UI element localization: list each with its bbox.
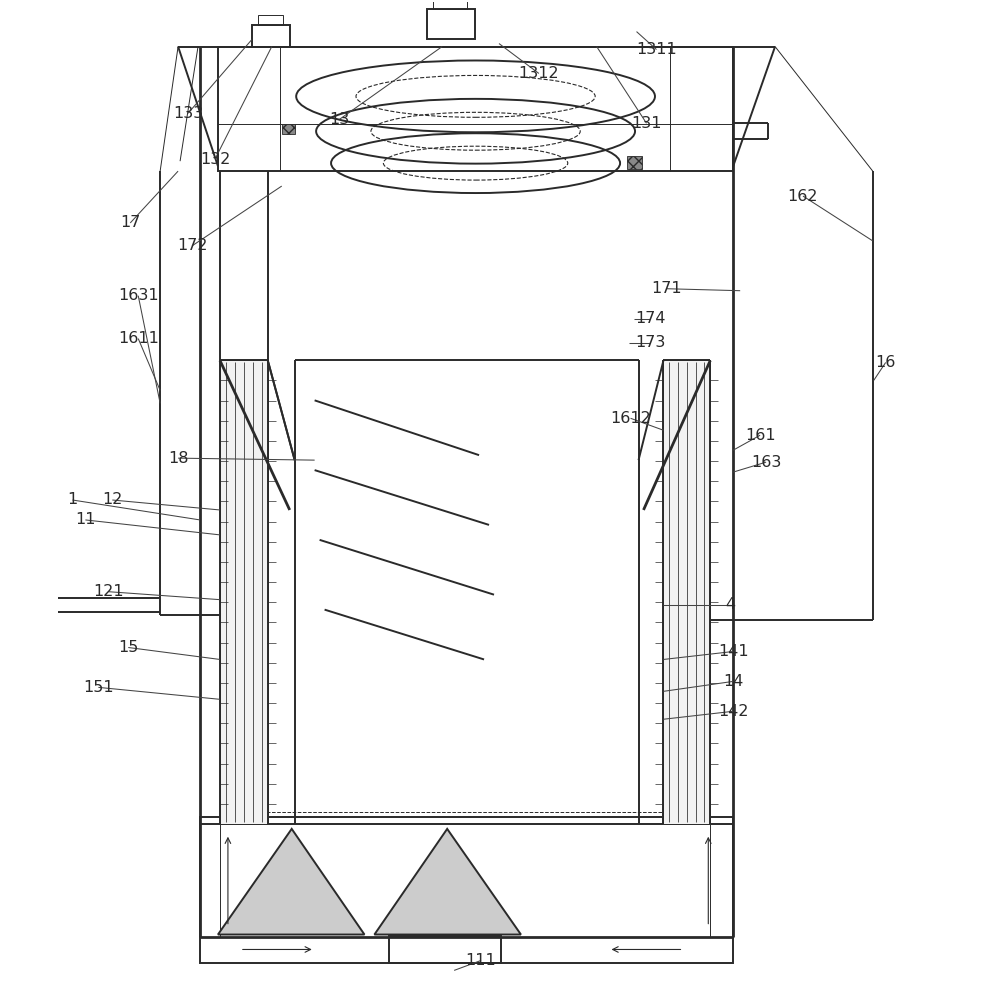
Polygon shape <box>281 124 294 134</box>
Text: 12: 12 <box>102 492 123 508</box>
Text: 174: 174 <box>636 311 666 326</box>
Bar <box>218 47 734 171</box>
Text: 1631: 1631 <box>118 288 159 303</box>
Bar <box>251 25 289 47</box>
Text: 17: 17 <box>120 215 141 230</box>
Text: 132: 132 <box>200 152 231 167</box>
Text: 162: 162 <box>787 189 818 204</box>
Text: 4: 4 <box>726 597 736 612</box>
Text: 11: 11 <box>75 512 96 527</box>
Text: 14: 14 <box>723 674 744 689</box>
Polygon shape <box>218 829 364 935</box>
Text: 171: 171 <box>651 281 682 296</box>
Text: 15: 15 <box>118 640 139 655</box>
Bar <box>257 15 282 25</box>
Polygon shape <box>627 156 642 169</box>
Bar <box>220 360 267 824</box>
Bar <box>664 360 711 824</box>
Text: 111: 111 <box>466 953 496 968</box>
Polygon shape <box>374 829 521 935</box>
Text: 16: 16 <box>875 355 896 370</box>
Text: 161: 161 <box>745 428 775 443</box>
Bar <box>389 936 501 963</box>
Text: 1611: 1611 <box>118 331 159 346</box>
Text: 1612: 1612 <box>610 411 651 426</box>
Text: 151: 151 <box>83 680 114 695</box>
Text: 133: 133 <box>173 106 204 121</box>
Text: 121: 121 <box>93 584 124 599</box>
Text: 142: 142 <box>718 704 748 719</box>
Text: 163: 163 <box>750 455 781 470</box>
Bar <box>433 0 467 9</box>
Text: 131: 131 <box>632 116 662 131</box>
Text: 173: 173 <box>636 335 666 350</box>
Text: 1: 1 <box>67 492 78 508</box>
Text: 1312: 1312 <box>519 66 559 81</box>
Text: 141: 141 <box>718 644 748 659</box>
Text: 1311: 1311 <box>636 42 677 57</box>
Text: 18: 18 <box>168 451 189 466</box>
Text: 172: 172 <box>177 238 208 253</box>
Text: 13: 13 <box>329 112 349 127</box>
Bar <box>427 9 475 39</box>
Bar <box>200 817 734 963</box>
